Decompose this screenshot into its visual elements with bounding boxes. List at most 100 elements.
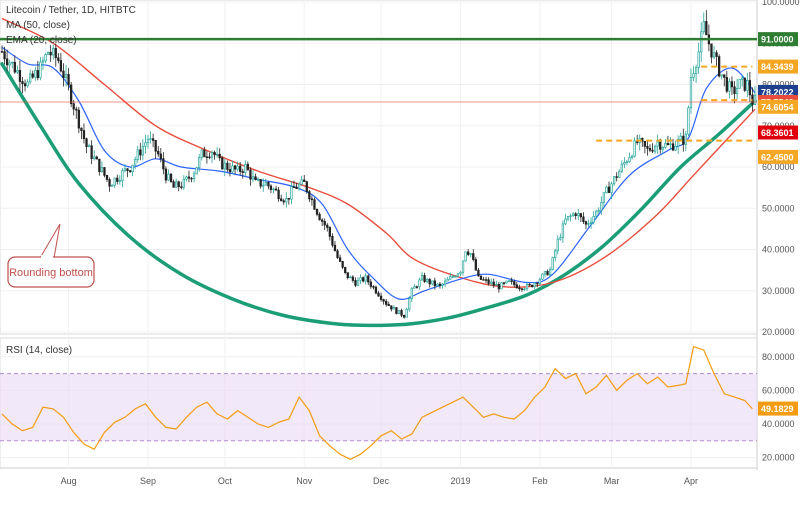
candle-body xyxy=(615,176,618,178)
candle-body xyxy=(113,177,116,186)
candle-body xyxy=(136,149,139,160)
candle-body xyxy=(331,236,334,246)
candle-body xyxy=(502,282,506,284)
candle-body xyxy=(175,181,178,188)
candle-body xyxy=(505,280,508,284)
candle-body xyxy=(190,177,193,180)
candle-body xyxy=(280,198,283,202)
candle-body xyxy=(600,202,603,211)
price-tag: 91.0000 xyxy=(758,32,798,47)
candle-body xyxy=(336,250,339,259)
candle-body xyxy=(451,276,454,278)
candle-body xyxy=(743,77,746,91)
candle-body xyxy=(387,304,390,307)
candle-body xyxy=(13,61,16,73)
candle-body xyxy=(141,146,145,156)
candle-body xyxy=(231,165,234,173)
price-tag-box xyxy=(758,149,798,164)
candle-body xyxy=(697,51,700,68)
candle-body xyxy=(198,157,201,168)
candle-body xyxy=(226,162,229,170)
rsi-title: RSI (14, close) xyxy=(6,345,72,356)
candle-body xyxy=(692,73,695,78)
candle-body xyxy=(705,21,708,36)
candle-body xyxy=(285,198,288,203)
candle-body xyxy=(310,198,314,201)
candle-body xyxy=(208,156,211,159)
candle-body xyxy=(666,143,670,145)
rsi-series-line xyxy=(1,345,753,460)
candle-body xyxy=(64,74,68,79)
time-tick-label: Mar xyxy=(604,476,620,486)
candle-body xyxy=(577,213,580,216)
candle-body xyxy=(484,279,488,281)
candle-body xyxy=(26,81,29,87)
candle-body xyxy=(531,284,534,288)
candle-body xyxy=(346,272,349,279)
candle-body xyxy=(374,286,378,294)
candle-body xyxy=(200,149,203,158)
candle-body xyxy=(405,308,408,318)
candle-body xyxy=(515,284,518,289)
candle-body xyxy=(741,77,744,80)
candle-body xyxy=(426,278,429,283)
candle-body xyxy=(318,213,321,221)
candle-body xyxy=(292,186,296,188)
rsi-line xyxy=(1,345,753,460)
candle-body xyxy=(569,215,572,217)
candle-body xyxy=(16,70,19,73)
candle-body xyxy=(354,280,357,286)
candle-body xyxy=(495,284,498,286)
candle-body xyxy=(536,282,539,285)
rsi-band-fill xyxy=(0,373,757,441)
moving-average-lines xyxy=(1,17,756,300)
candle-body xyxy=(157,150,160,155)
candle-body xyxy=(533,282,536,288)
candle-body xyxy=(497,284,501,290)
candle-body xyxy=(420,275,424,281)
price-tick-label: 40.0000 xyxy=(762,245,795,255)
time-tick-label: Nov xyxy=(296,476,313,486)
candle-body xyxy=(472,253,475,260)
candle-body xyxy=(34,70,37,78)
candle-body xyxy=(694,67,698,74)
candle-body xyxy=(59,60,63,72)
time-tick-label: 2019 xyxy=(450,476,470,486)
ema20-line xyxy=(1,46,756,300)
candle-body xyxy=(187,176,191,179)
candle-body xyxy=(272,188,275,191)
candle-body xyxy=(730,81,734,88)
candle-body xyxy=(277,189,280,200)
candle-body xyxy=(185,176,188,180)
rsi-tick-label: 80.0000 xyxy=(762,352,795,362)
candle-body xyxy=(85,138,88,148)
candle-body xyxy=(643,141,647,147)
candle-body xyxy=(67,74,70,86)
candle-body xyxy=(244,163,247,173)
candle-body xyxy=(93,156,96,160)
candle-body xyxy=(548,269,552,276)
candle-body xyxy=(205,156,209,158)
candle-body xyxy=(461,260,465,273)
candle-body xyxy=(31,73,34,78)
candle-body xyxy=(520,288,524,290)
candle-body xyxy=(630,155,634,158)
rounding-bottom-curve xyxy=(0,62,757,328)
candle-body xyxy=(3,51,6,60)
candle-body xyxy=(728,81,731,92)
candle-body xyxy=(746,80,749,91)
candle-body xyxy=(735,87,739,94)
candle-body xyxy=(46,51,50,55)
candle-body xyxy=(333,244,337,252)
candle-body xyxy=(213,151,216,156)
rsi-tick-label: 20.0000 xyxy=(762,453,795,463)
candle-body xyxy=(216,153,219,156)
candle-body xyxy=(128,170,132,172)
candle-body xyxy=(144,142,147,147)
candle-body xyxy=(103,167,106,176)
price-axis-labels: 20.000030.000040.000050.000060.000070.00… xyxy=(762,0,800,337)
candle-body xyxy=(239,165,242,172)
time-tick-label: Dec xyxy=(373,476,390,486)
candlesticks xyxy=(0,10,757,319)
candle-body xyxy=(87,145,91,148)
